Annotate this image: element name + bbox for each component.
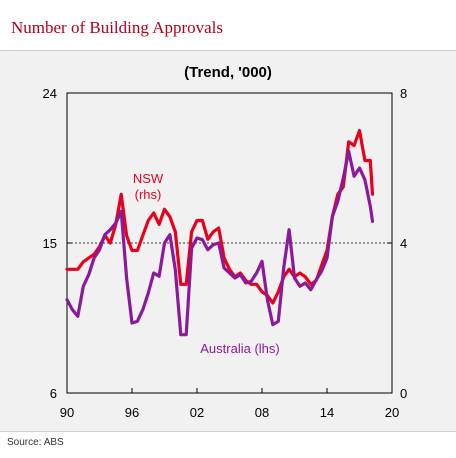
x-tick-label: 90 <box>60 405 74 420</box>
y-right-tick-label: 8 <box>400 86 407 101</box>
x-tick-label: 02 <box>190 405 204 420</box>
y-left-tick-label: 6 <box>50 386 57 401</box>
chart-series <box>65 128 375 337</box>
nsw-series-line <box>65 128 375 305</box>
nsw-series-label: NSW <box>133 171 164 186</box>
x-tick-label: 08 <box>255 405 269 420</box>
chart-panel <box>0 50 456 432</box>
australia-series-line <box>65 149 375 337</box>
australia-series-label: Australia (lhs) <box>200 341 279 356</box>
x-tick-label: 14 <box>320 405 334 420</box>
y-right-tick-label: 0 <box>400 386 407 401</box>
x-tick-label: 96 <box>125 405 139 420</box>
nsw-series-axis-label: (rhs) <box>135 187 162 202</box>
y-left-tick-label: 24 <box>43 86 57 101</box>
y-right-tick-label: 4 <box>400 236 407 251</box>
line-chart: (Trend, '000) 6 15 24 0 4 8 90 96 02 08 14 20 NSW (… <box>43 64 408 420</box>
chart-tick-labels: 6 15 24 0 4 8 90 96 02 08 14 20 <box>43 86 408 420</box>
page-title: Number of Building Approvals <box>11 18 224 37</box>
y-left-tick-label: 15 <box>43 236 57 251</box>
source-note: Source: ABS <box>7 437 64 448</box>
x-tick-label: 20 <box>385 405 399 420</box>
chart-subtitle: (Trend, '000) <box>184 64 272 81</box>
chart-axes <box>66 92 393 394</box>
